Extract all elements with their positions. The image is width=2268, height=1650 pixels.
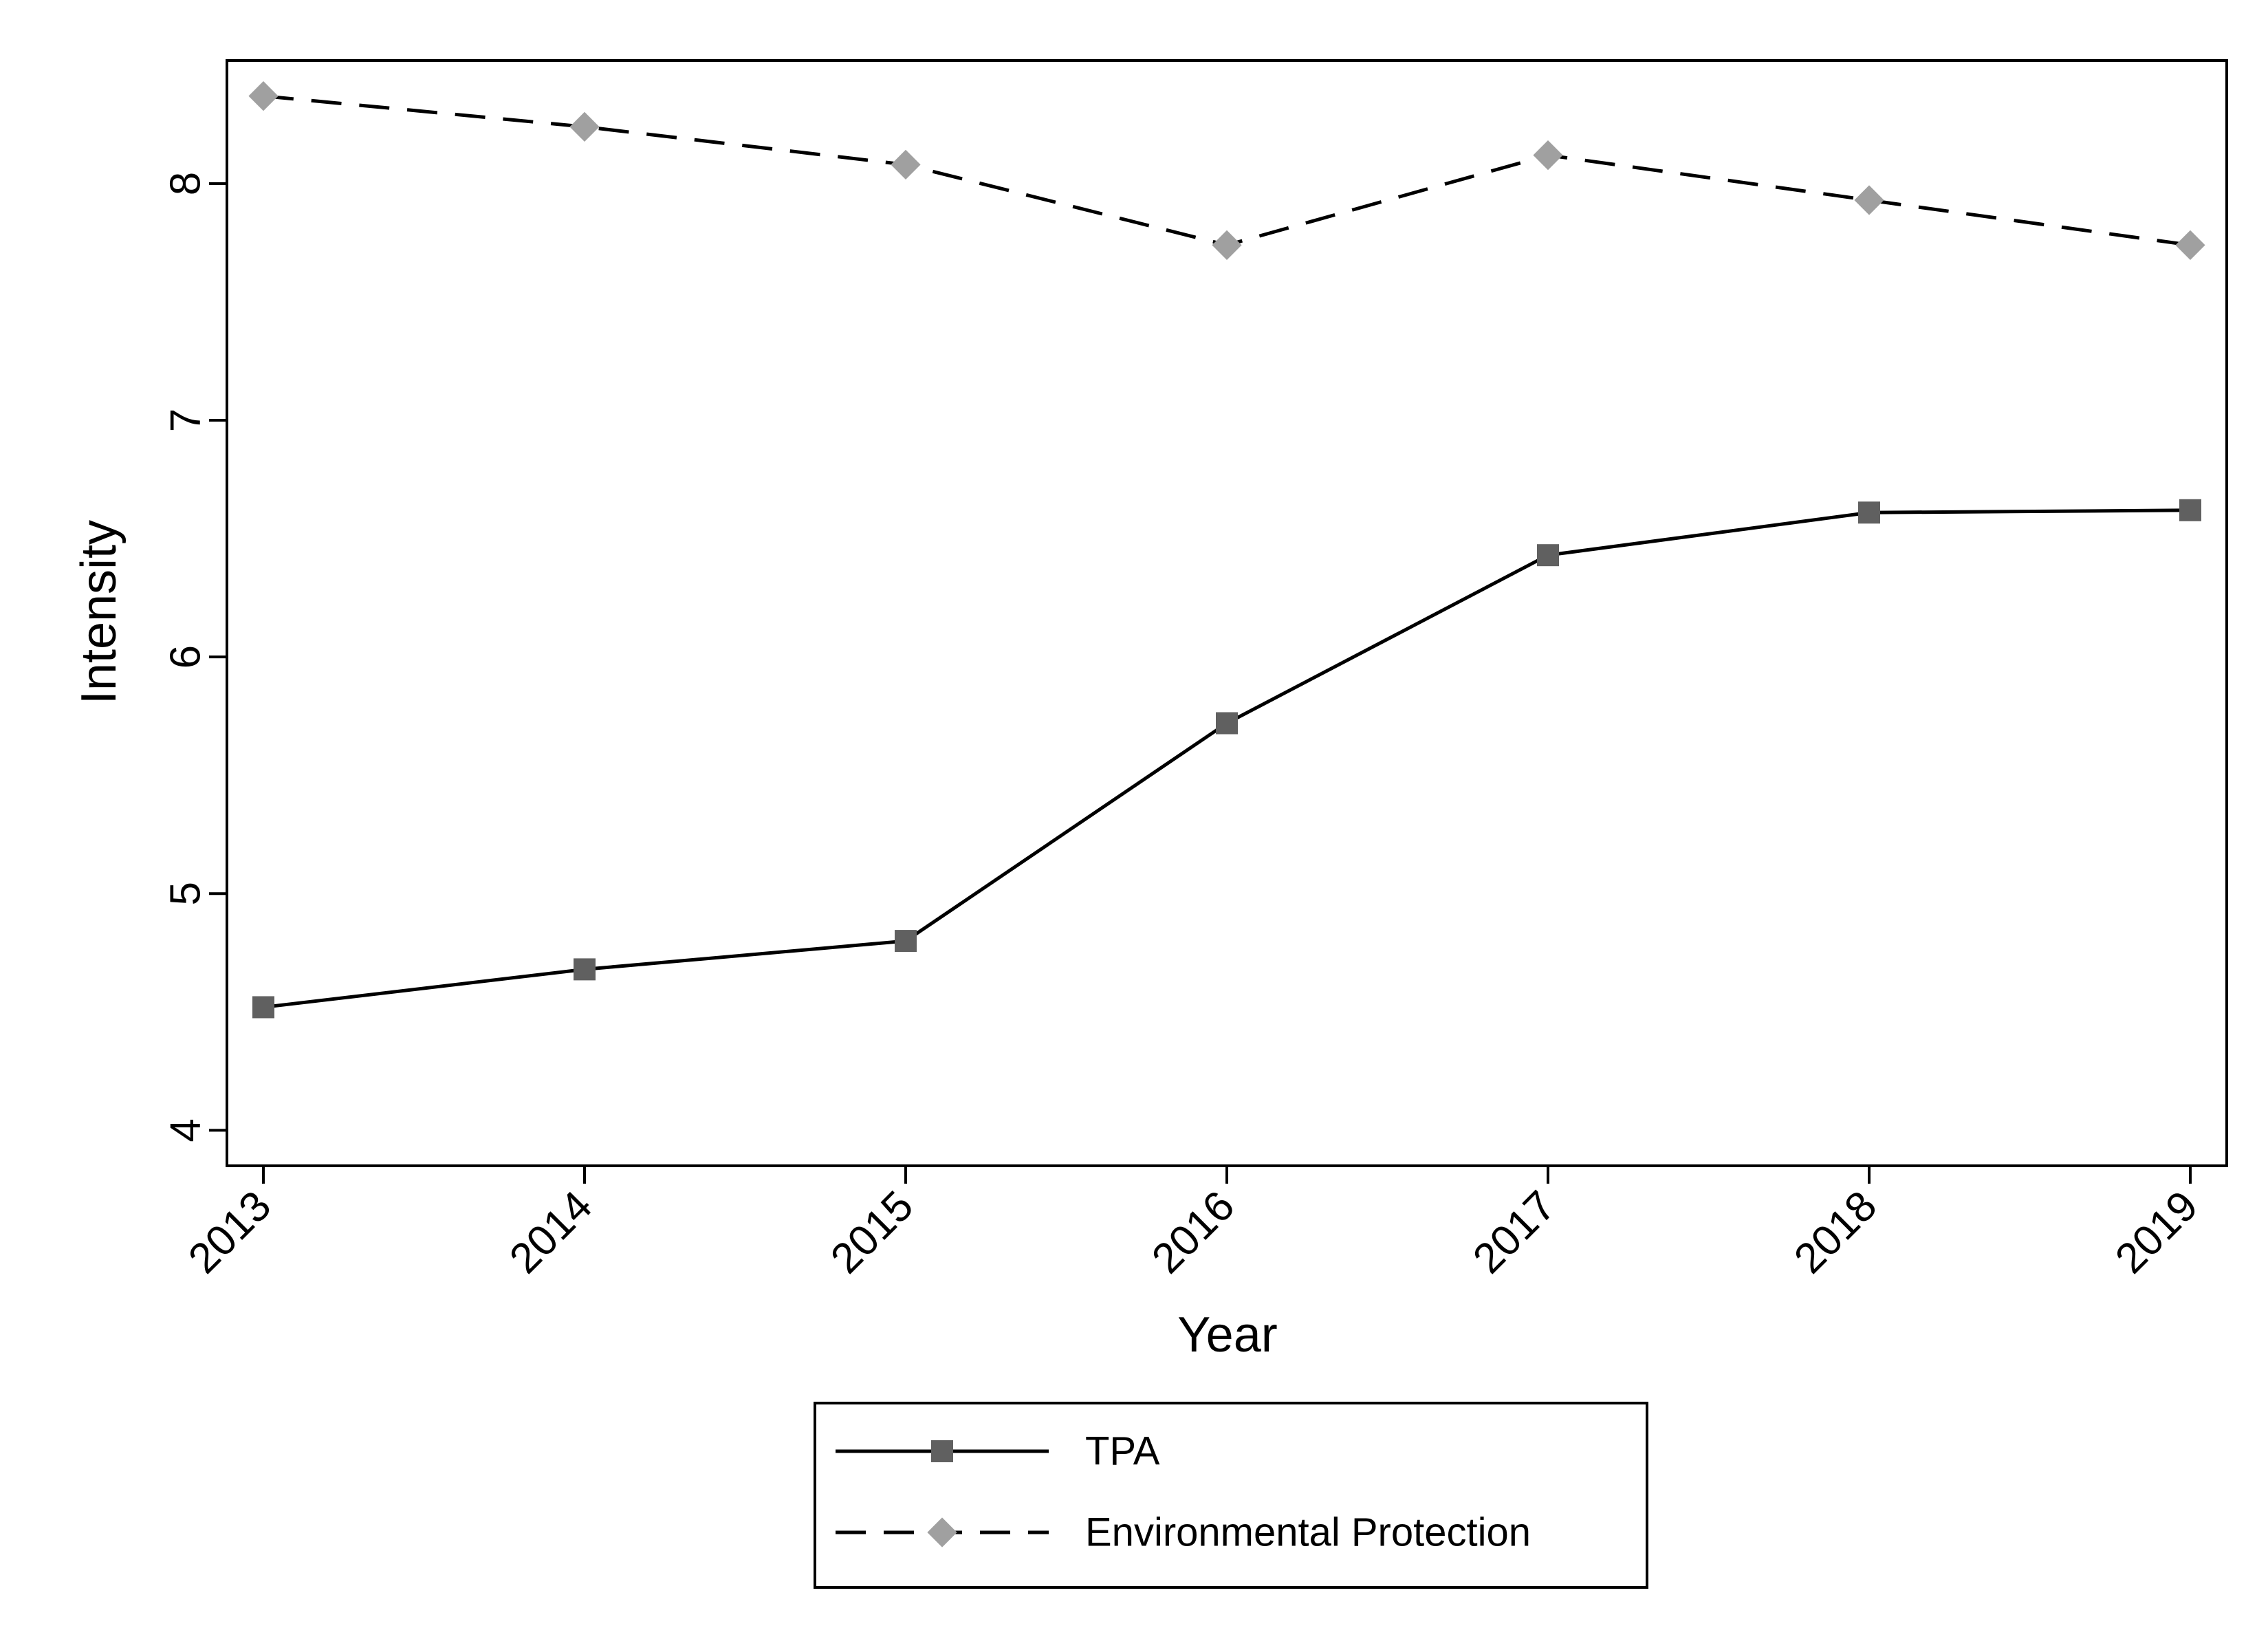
data-point-square <box>1537 544 1559 567</box>
series-layer <box>248 81 2205 1019</box>
data-point-square <box>574 958 596 981</box>
legend-label: Environmental Protection <box>1085 1510 1531 1555</box>
data-point-square <box>1858 501 1880 524</box>
legend-items: TPA Environmental Protection <box>836 1429 1531 1555</box>
legend-marker-square <box>931 1440 953 1462</box>
data-point-square <box>895 930 917 953</box>
legend: TPA Environmental Protection <box>814 1402 1648 1589</box>
data-point-diamond <box>1854 185 1884 215</box>
data-point-square <box>1216 712 1238 735</box>
legend-item: Environmental Protection <box>836 1510 1531 1555</box>
data-point-square <box>252 996 274 1019</box>
y-tick-label: 7 <box>162 409 210 432</box>
data-point-diamond <box>248 81 279 111</box>
data-point-diamond <box>2175 230 2205 261</box>
legend-label: TPA <box>1085 1429 1160 1474</box>
legend-marker-diamond <box>927 1517 957 1548</box>
data-point-diamond <box>1533 140 1563 171</box>
data-point-diamond <box>569 111 600 142</box>
y-tick-label: 5 <box>162 882 210 905</box>
series-tpa <box>252 499 2201 1019</box>
y-tick-label: 6 <box>162 645 210 669</box>
y-axis-title: Intensity <box>72 520 127 704</box>
data-point-square <box>2179 499 2201 521</box>
y-axis: 4 5 6 7 8 <box>162 172 227 1142</box>
legend-box <box>814 1402 1648 1589</box>
y-tick-label: 4 <box>162 1118 210 1142</box>
data-point-diamond <box>891 149 921 180</box>
data-point-diamond <box>1212 230 1242 261</box>
series-environmental-protection <box>248 81 2205 261</box>
y-tick-label: 8 <box>162 172 210 195</box>
legend-item: TPA <box>836 1429 1160 1474</box>
x-axis-title: Year <box>1177 1307 1277 1363</box>
